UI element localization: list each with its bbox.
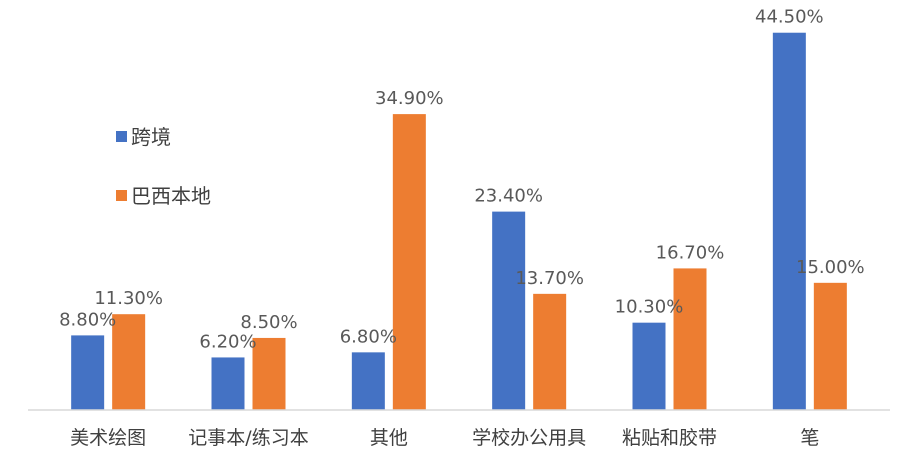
- data-label-series2-4: 16.70%: [656, 242, 725, 263]
- x-tick-label-1: 记事本/练习本: [188, 427, 308, 449]
- bar-series1-0: [71, 335, 105, 410]
- bar-series2-5: [813, 282, 847, 410]
- legend-label-1: 跨境: [131, 125, 171, 149]
- legend-swatch-2: [116, 190, 127, 201]
- data-label-series2-1: 8.50%: [240, 312, 297, 333]
- bar-series1-3: [492, 211, 526, 410]
- bars-layer: [71, 32, 847, 410]
- x-tick-label-2: 其他: [370, 427, 408, 449]
- bar-series2-1: [252, 337, 286, 410]
- data-label-series1-0: 8.80%: [59, 309, 116, 330]
- bar-series1-4: [632, 322, 666, 410]
- data-label-series2-0: 11.30%: [94, 288, 163, 309]
- bar-series2-2: [392, 114, 426, 410]
- data-label-series1-4: 10.30%: [615, 297, 684, 318]
- data-label-series1-5: 44.50%: [755, 7, 824, 28]
- data-label-series1-2: 6.80%: [340, 326, 397, 347]
- bar-series2-4: [673, 268, 707, 410]
- data-label-series1-3: 23.40%: [474, 186, 543, 207]
- data-labels-layer: 8.80%11.30% 6.20%8.50% 6.80% 34.90% 23.40% 13…: [59, 7, 865, 353]
- bar-series1-1: [211, 357, 245, 410]
- legend-swatch-1: [116, 131, 127, 142]
- x-tick-label-3: 学校办公用具: [472, 427, 586, 449]
- data-label-series2-5: 15.00%: [796, 257, 865, 278]
- x-axis-tick-labels: 美术绘图 记事本/练习本 其他 学校办公用具 粘贴和胶带 笔: [70, 427, 819, 449]
- x-tick-label-0: 美术绘图: [70, 427, 146, 449]
- bar-series1-2: [351, 352, 385, 410]
- data-label-series2-3: 13.70%: [515, 268, 584, 289]
- bar-series2-0: [112, 314, 146, 410]
- x-tick-label-4: 粘贴和胶带: [622, 427, 717, 449]
- legend-label-2: 巴西本地: [131, 184, 211, 208]
- bar-series2-3: [533, 293, 567, 410]
- x-tick-label-5: 笔: [800, 427, 819, 449]
- data-label-series1-1: 6.20%: [199, 331, 256, 352]
- data-label-series2-2: 34.90%: [375, 88, 444, 109]
- bar-series1-5: [772, 32, 806, 410]
